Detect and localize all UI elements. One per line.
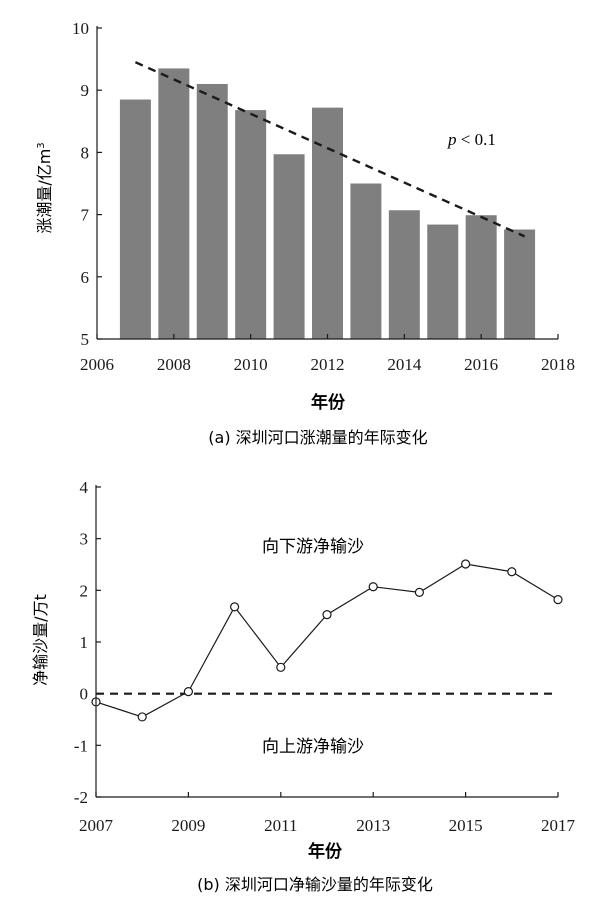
panel-a-tidal-volume-chart: 5 6 7 8 9 10 2006 2008 2010 2012 2014 2016 2018 p <… <box>35 19 575 447</box>
point-2017 <box>553 595 563 605</box>
y-tick-label: 8 <box>81 143 90 162</box>
panel-b-points <box>91 559 563 722</box>
panel-b-net-sediment-chart: -2 -1 0 1 2 3 4 2007 2009 2011 2013 2015 2017 向下游净输… <box>31 478 576 894</box>
panel-a-caption: (a) 深圳河口涨潮量的年际变化 <box>208 428 427 447</box>
point-2012 <box>322 610 332 620</box>
point-2015 <box>461 559 471 569</box>
point-2011 <box>276 662 286 672</box>
y-tick-label: -1 <box>74 736 88 755</box>
x-tick-label: 2009 <box>171 816 205 835</box>
y-tick-label: -2 <box>74 788 88 807</box>
bar-2008 <box>158 68 190 340</box>
point-2009 <box>183 686 193 697</box>
panel-a-y-axis-label: 涨潮量/亿m3 <box>35 142 54 233</box>
x-tick-label: 2016 <box>464 355 498 374</box>
y-tick-label: 9 <box>81 81 90 100</box>
point-2008 <box>137 712 147 722</box>
panel-b-x-ticks: 2007 2009 2011 2013 2015 2017 <box>79 792 576 835</box>
y-tick-label: 5 <box>81 330 90 349</box>
y-tick-label: 0 <box>80 685 89 704</box>
panel-a-trend-line <box>134 61 526 238</box>
x-tick-label: 2006 <box>80 355 114 374</box>
bar-2011 <box>273 154 305 339</box>
bar-2014 <box>388 210 420 339</box>
panel-b-y-ticks: -2 -1 0 1 2 3 4 <box>74 478 101 807</box>
x-tick-label: 2017 <box>541 816 576 835</box>
y-tick-label: 10 <box>72 19 89 38</box>
y-tick-label: 7 <box>81 206 90 225</box>
x-tick-label: 2018 <box>541 355 575 374</box>
y-tick-label: 6 <box>81 268 90 287</box>
x-tick-label: 2010 <box>234 355 268 374</box>
x-tick-label: 2012 <box>311 355 345 374</box>
panel-b-caption: (b) 深圳河口净输沙量的年际变化 <box>197 875 433 894</box>
point-2014 <box>414 587 424 598</box>
bar-2017 <box>504 229 536 339</box>
x-tick-label: 2011 <box>264 816 297 835</box>
panel-a-bars <box>119 68 536 340</box>
y-tick-label: 2 <box>80 581 89 600</box>
y-tick-label: 3 <box>80 530 89 549</box>
bar-2013 <box>350 183 382 339</box>
panel-b-annotation-upstream: 向上游净输沙 <box>262 737 364 757</box>
x-tick-label: 2013 <box>356 816 390 835</box>
point-2013 <box>368 582 378 592</box>
panel-b-y-axis-label: 净输沙量/万t <box>31 594 50 686</box>
bar-2015 <box>427 224 459 339</box>
point-2016 <box>507 567 517 577</box>
x-tick-label: 2014 <box>387 355 422 374</box>
panel-a-significance-annotation: p < 0.1 <box>447 130 496 149</box>
panel-a-y-ticks: 5 6 7 8 9 10 <box>72 19 102 349</box>
bar-2012 <box>312 107 343 339</box>
panel-b-annotation-downstream: 向下游净输沙 <box>262 537 364 557</box>
x-tick-label: 2007 <box>79 816 114 835</box>
bar-2007 <box>119 99 151 339</box>
panel-b-x-axis-label: 年份 <box>308 841 343 862</box>
point-2010 <box>230 602 240 612</box>
y-tick-label: 4 <box>80 478 89 497</box>
bar-2010 <box>235 110 267 339</box>
bar-2009 <box>196 83 228 339</box>
bar-2016 <box>465 215 497 339</box>
x-tick-label: 2008 <box>157 355 191 374</box>
x-tick-label: 2015 <box>449 816 483 835</box>
panel-a-x-axis-label: 年份 <box>311 392 346 413</box>
y-tick-label: 1 <box>80 633 89 652</box>
panel-a-x-ticks: 2006 2008 2010 2012 2014 2016 2018 <box>80 334 575 374</box>
